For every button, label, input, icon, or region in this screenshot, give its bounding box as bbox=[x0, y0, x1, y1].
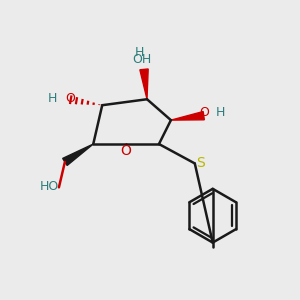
Polygon shape bbox=[171, 112, 204, 120]
Text: H: H bbox=[135, 46, 144, 59]
Text: HO: HO bbox=[39, 180, 59, 193]
Text: S: S bbox=[196, 155, 205, 170]
Text: O: O bbox=[199, 106, 209, 118]
Text: OH: OH bbox=[132, 53, 151, 66]
Text: O: O bbox=[121, 145, 131, 158]
Text: H: H bbox=[48, 92, 57, 105]
Polygon shape bbox=[140, 69, 148, 99]
Polygon shape bbox=[63, 144, 93, 166]
Text: O: O bbox=[65, 92, 75, 105]
Text: H: H bbox=[216, 106, 225, 118]
